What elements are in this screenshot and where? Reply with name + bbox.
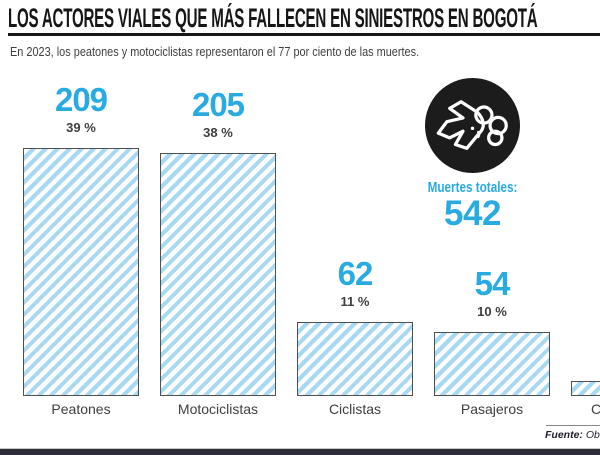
bar-c (571, 381, 600, 396)
title-underline (8, 33, 600, 36)
bar-value-stack-motociclistas: 205 38 % (160, 85, 276, 140)
total-deaths-block: Muertes totales: 542 (380, 78, 565, 231)
source-value: Ob (585, 429, 600, 441)
bar-pasajeros (434, 332, 550, 396)
bar-percent-motociclistas: 38 % (203, 125, 233, 140)
bar-value-ciclistas: 62 (337, 254, 374, 292)
page-subtitle: En 2023, los peatones y motociclistas re… (10, 44, 420, 59)
bar-value-stack-ciclistas: 62 11 % (297, 254, 413, 309)
bar-category-label-ciclistas: Ciclistas (328, 401, 382, 417)
total-deaths-value: 542 (444, 194, 501, 233)
bar-value-motociclistas: 205 (191, 85, 245, 123)
source-credit: Fuente: Ob (545, 429, 600, 441)
total-deaths-label: Muertes totales: (427, 179, 518, 196)
page-title: LOS ACTORES VIALES QUE MÁS FALLECEN EN S… (8, 3, 538, 33)
footer-divider (546, 425, 600, 426)
bar-ciclistas (297, 322, 413, 396)
bar-percent-peatones: 39 % (66, 120, 96, 135)
bar-peatones (23, 148, 139, 396)
bar-category-label-pasajeros: Pasajeros (460, 401, 524, 417)
bar-value-stack-pasajeros: 54 10 % (434, 264, 550, 319)
bar-category-label-peatones: Peatones (51, 401, 111, 417)
bar-value-pasajeros: 54 (474, 264, 511, 302)
bar-category-label-c: C (591, 401, 600, 417)
bar-category-label-motociclistas: Motociclistas (177, 401, 259, 417)
bottom-border-bar (0, 448, 600, 455)
source-label: Fuente: (545, 429, 583, 441)
bar-motociclistas (160, 153, 276, 396)
bar-value-stack-peatones: 209 39 % (23, 80, 139, 135)
fallen-body-outline-icon (425, 78, 520, 173)
bar-percent-ciclistas: 11 % (340, 294, 370, 309)
bar-value-peatones: 209 (54, 80, 108, 118)
bar-chart: 209 39 % 205 38 % 62 11 % 54 10 % (23, 80, 600, 396)
bar-percent-pasajeros: 10 % (477, 304, 507, 319)
